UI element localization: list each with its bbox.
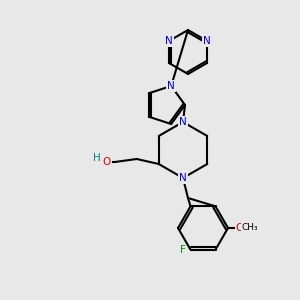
- Text: CH₃: CH₃: [242, 224, 258, 232]
- Text: N: N: [179, 173, 187, 183]
- Text: N: N: [167, 81, 175, 91]
- Text: N: N: [179, 117, 187, 127]
- Text: N: N: [203, 36, 211, 46]
- Text: H: H: [93, 153, 100, 163]
- Text: F: F: [180, 245, 185, 255]
- Text: O: O: [236, 223, 244, 233]
- Text: O: O: [103, 157, 111, 167]
- Text: N: N: [165, 36, 173, 46]
